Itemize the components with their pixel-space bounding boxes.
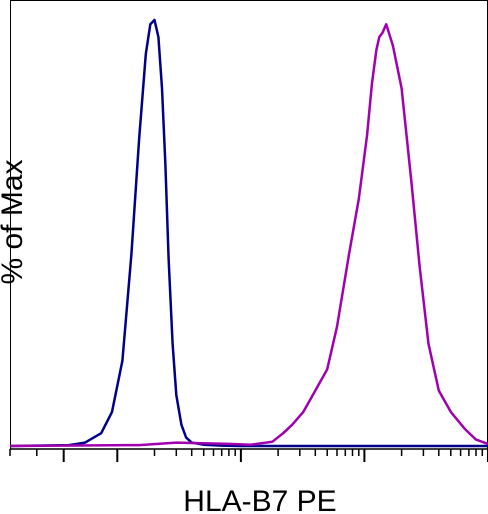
x-axis-ticks <box>9 449 488 462</box>
x-axis-label: HLA-B7 PE <box>183 485 336 514</box>
series-layer <box>9 18 488 448</box>
histogram-series-1 <box>9 18 488 448</box>
histogram-series-2 <box>9 23 488 448</box>
y-axis-label: % of Max <box>0 159 29 284</box>
